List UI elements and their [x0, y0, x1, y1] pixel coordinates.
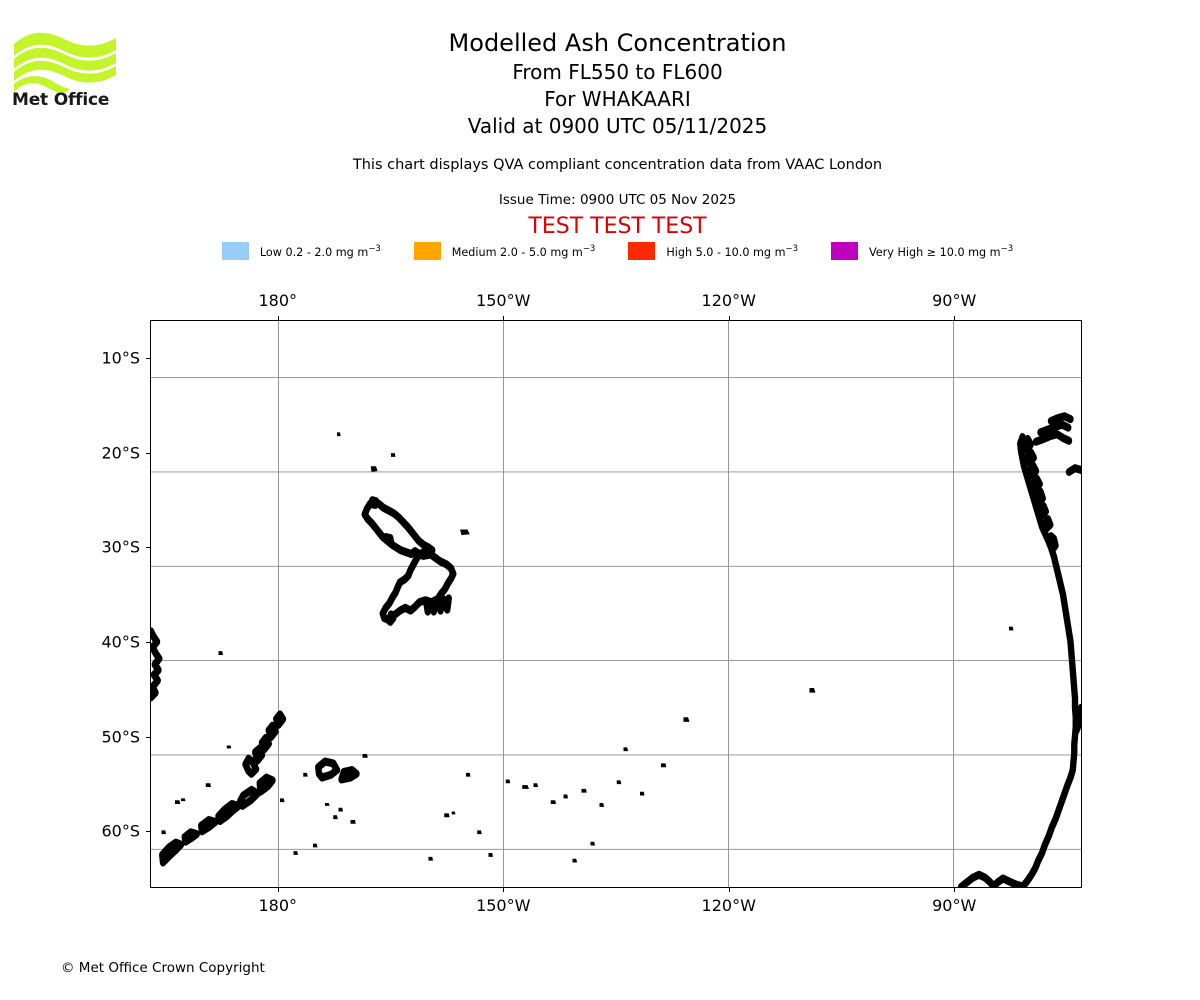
y-tick-label: 10°S	[101, 348, 140, 368]
copyright-notice: © Met Office Crown Copyright	[61, 960, 265, 976]
x-tick-label-top: 150°W	[476, 291, 531, 310]
x-tick-mark-bottom	[954, 888, 956, 892]
test-banner: TEST TEST TEST	[528, 214, 707, 239]
y-tick-mark	[146, 357, 150, 359]
y-tick-label: 20°S	[101, 443, 140, 463]
title-block: Modelled Ash Concentration From FL550 to…	[150, 28, 1085, 140]
map-axes-frame	[150, 320, 1082, 888]
met-office-logo	[12, 26, 122, 114]
map-gridlines	[151, 321, 1081, 887]
y-tick-label: 40°S	[101, 632, 140, 652]
x-tick-label-top: 90°W	[932, 291, 977, 310]
y-tick-mark	[146, 452, 150, 454]
y-tick-mark	[146, 831, 150, 833]
legend-medium-label: Medium 2.0 - 5.0 mg m−3	[451, 243, 596, 259]
valid-time-subtitle: Valid at 0900 UTC 05/11/2025	[467, 114, 768, 138]
page-title: Modelled Ash Concentration	[448, 29, 787, 57]
y-tick-label: 30°S	[101, 537, 140, 557]
concentration-legend: Low 0.2 - 2.0 mg m−3 Medium 2.0 - 5.0 mg …	[150, 242, 1085, 260]
legend-low-swatch	[221, 242, 249, 260]
x-tick-mark-top	[503, 316, 505, 320]
x-tick-label-bottom: 180°	[258, 896, 298, 915]
volcano-subtitle: For WHAKAARI	[544, 87, 691, 111]
legend-very-high: Very High ≥ 10.0 mg m−3	[831, 242, 1013, 260]
x-tick-label-top: 120°W	[701, 291, 756, 310]
x-tick-label-bottom: 150°W	[476, 896, 531, 915]
legend-low-label: Low 0.2 - 2.0 mg m−3	[259, 243, 381, 259]
legend-high-label: High 5.0 - 10.0 mg m−3	[666, 243, 799, 259]
map-plot: 180° 150°W 120°W 90°W 180° 150°W 120°W 90°W 10…	[101, 291, 1082, 915]
issue-time: Issue Time: 0900 UTC 05 Nov 2025	[498, 192, 737, 208]
x-tick-label-bottom: 120°W	[701, 896, 756, 915]
legend-medium: Medium 2.0 - 5.0 mg m−3	[413, 242, 629, 260]
y-tick-mark	[146, 547, 150, 549]
y-tick-mark	[146, 736, 150, 738]
y-tick-mark	[146, 641, 150, 643]
x-tick-mark-top	[277, 316, 279, 320]
flight-level-subtitle: From FL550 to FL600	[512, 60, 723, 84]
legend-very-high-swatch	[831, 242, 859, 260]
map-coastlines	[151, 412, 1081, 887]
y-tick-label: 50°S	[101, 727, 140, 747]
x-tick-mark-bottom	[728, 888, 730, 892]
legend-very-high-label: Very High ≥ 10.0 mg m−3	[869, 243, 1014, 259]
x-tick-mark-top	[728, 316, 730, 320]
y-tick-label: 60°S	[101, 821, 140, 841]
logo-wordmark: Met Office	[12, 90, 110, 110]
x-tick-mark-bottom	[277, 888, 279, 892]
legend-high-swatch	[628, 242, 656, 260]
legend-medium-swatch	[413, 242, 441, 260]
x-tick-mark-top	[954, 316, 956, 320]
legend-high: High 5.0 - 10.0 mg m−3	[628, 242, 831, 260]
x-tick-label-top: 180°	[258, 291, 298, 310]
x-tick-label-bottom: 90°W	[932, 896, 977, 915]
map-canvas	[151, 321, 1081, 887]
x-tick-mark-bottom	[503, 888, 505, 892]
legend-low: Low 0.2 - 2.0 mg m−3	[221, 242, 414, 260]
qva-note: This chart displays QVA compliant concen…	[352, 157, 883, 173]
